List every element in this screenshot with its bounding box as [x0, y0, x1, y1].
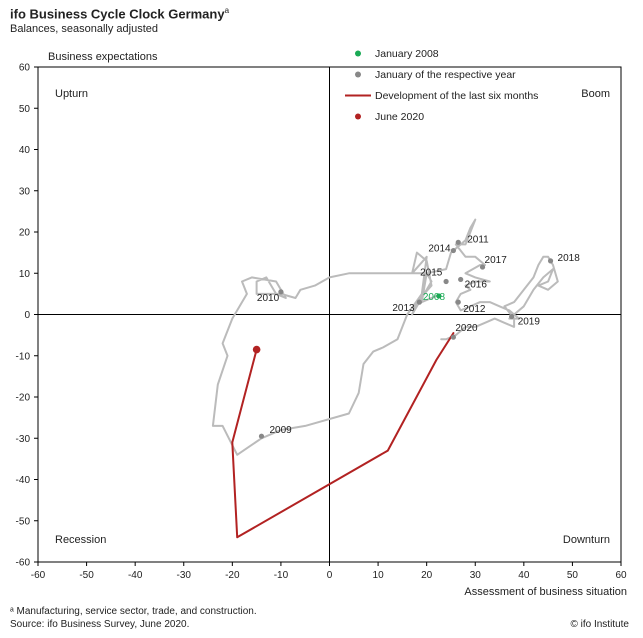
year-point-2015	[443, 278, 449, 285]
y-tick-label: -40	[16, 475, 31, 486]
series-layer	[211, 218, 559, 539]
year-point-2011	[455, 239, 461, 245]
chart-title: ifo Business Cycle Clock Germanya	[10, 6, 230, 22]
legend-marker	[355, 50, 361, 57]
year-label-2015: 2015	[420, 268, 443, 279]
year-point-2017	[479, 264, 486, 270]
year-label-2020: 2020	[455, 323, 478, 334]
year-label-2008: 2008	[423, 292, 446, 303]
y-tick-label: 20	[19, 228, 31, 239]
footnote: ᵃ Manufacturing, service sector, trade, …	[10, 606, 257, 617]
x-tick-label: -50	[79, 570, 94, 581]
legend-label: January 2008	[375, 48, 439, 60]
y-tick-label: 40	[19, 145, 31, 156]
june-2020-point	[252, 345, 261, 354]
year-point-2009	[258, 433, 265, 439]
year-point-2012	[455, 299, 461, 305]
year-label-2019: 2019	[518, 317, 541, 328]
y-axis-label: Business expectations	[48, 51, 158, 63]
x-tick-label: 0	[327, 570, 333, 581]
y-tick-label: 0	[24, 310, 30, 321]
year-label-2014: 2014	[428, 244, 451, 255]
x-axis-label: Assessment of business situation	[464, 586, 627, 598]
legend-marker	[355, 71, 361, 78]
year-label-2009: 2009	[269, 425, 292, 436]
legend: January 2008 January of the respective ye…	[345, 48, 538, 123]
year-point-2013	[416, 299, 422, 305]
y-tick-label: 60	[19, 63, 31, 74]
y-tick-label: -20	[16, 393, 31, 404]
year-label-2018: 2018	[558, 253, 581, 264]
year-label-2013: 2013	[392, 303, 415, 314]
year-point-2020	[450, 334, 456, 340]
x-tick-label: 60	[615, 570, 627, 581]
x-tick-label: 40	[518, 570, 530, 581]
year-label-2016: 2016	[465, 279, 488, 290]
y-tick-label: -50	[16, 516, 31, 527]
source-note: Source: ifo Business Survey, June 2020.	[10, 619, 190, 630]
x-tick-label: -30	[177, 570, 192, 581]
year-point-2014	[450, 247, 456, 254]
y-tick-label: 50	[19, 104, 31, 115]
year-label-2011: 2011	[467, 234, 489, 245]
x-tick-label: -10	[274, 570, 289, 581]
quadrant-upturn: Upturn	[55, 88, 88, 100]
chart-subtitle: Balances, seasonally adjusted	[10, 23, 158, 35]
points-layer: 2008 2009 2010 2011 2012 2013 2014 2015 2016 2017…	[252, 234, 581, 439]
legend-marker	[355, 113, 361, 120]
y-tick-label: -10	[16, 351, 31, 362]
y-tick-label: 10	[19, 269, 31, 280]
year-point-2008	[436, 293, 442, 299]
credit: © ifo Institute	[570, 619, 629, 630]
legend-label: Development of the last six months	[375, 90, 538, 102]
year-point-2018	[547, 258, 554, 264]
year-label-2012: 2012	[463, 304, 486, 315]
x-tick-label: -20	[225, 570, 240, 581]
y-tick-label: 30	[19, 186, 31, 197]
x-tick-label: 50	[567, 570, 579, 581]
x-tick-label: -60	[31, 570, 46, 581]
axes-layer: -60 -50 -40 -30 -20 -10 0 10 20 30 40 50 60 -60 -50 -40…	[16, 63, 627, 582]
quadrant-boom: Boom	[581, 88, 610, 100]
x-tick-label: 30	[470, 570, 482, 581]
y-tick-label: -60	[16, 558, 31, 569]
y-tick-label: -30	[16, 434, 31, 445]
x-tick-label: 20	[421, 570, 433, 581]
legend-label: January of the respective year	[375, 69, 516, 81]
year-label-2017: 2017	[485, 255, 508, 266]
year-point-2019	[509, 313, 515, 320]
year-label-2010: 2010	[257, 293, 280, 304]
year-point-2016	[458, 276, 464, 283]
year-point-2010	[278, 289, 284, 295]
quadrant-recession: Recession	[55, 534, 106, 546]
x-tick-label: -40	[128, 570, 143, 581]
quadrant-downturn: Downturn	[563, 534, 610, 546]
last-six-months-path	[231, 332, 455, 539]
x-tick-label: 10	[373, 570, 385, 581]
legend-label: June 2020	[375, 111, 424, 123]
